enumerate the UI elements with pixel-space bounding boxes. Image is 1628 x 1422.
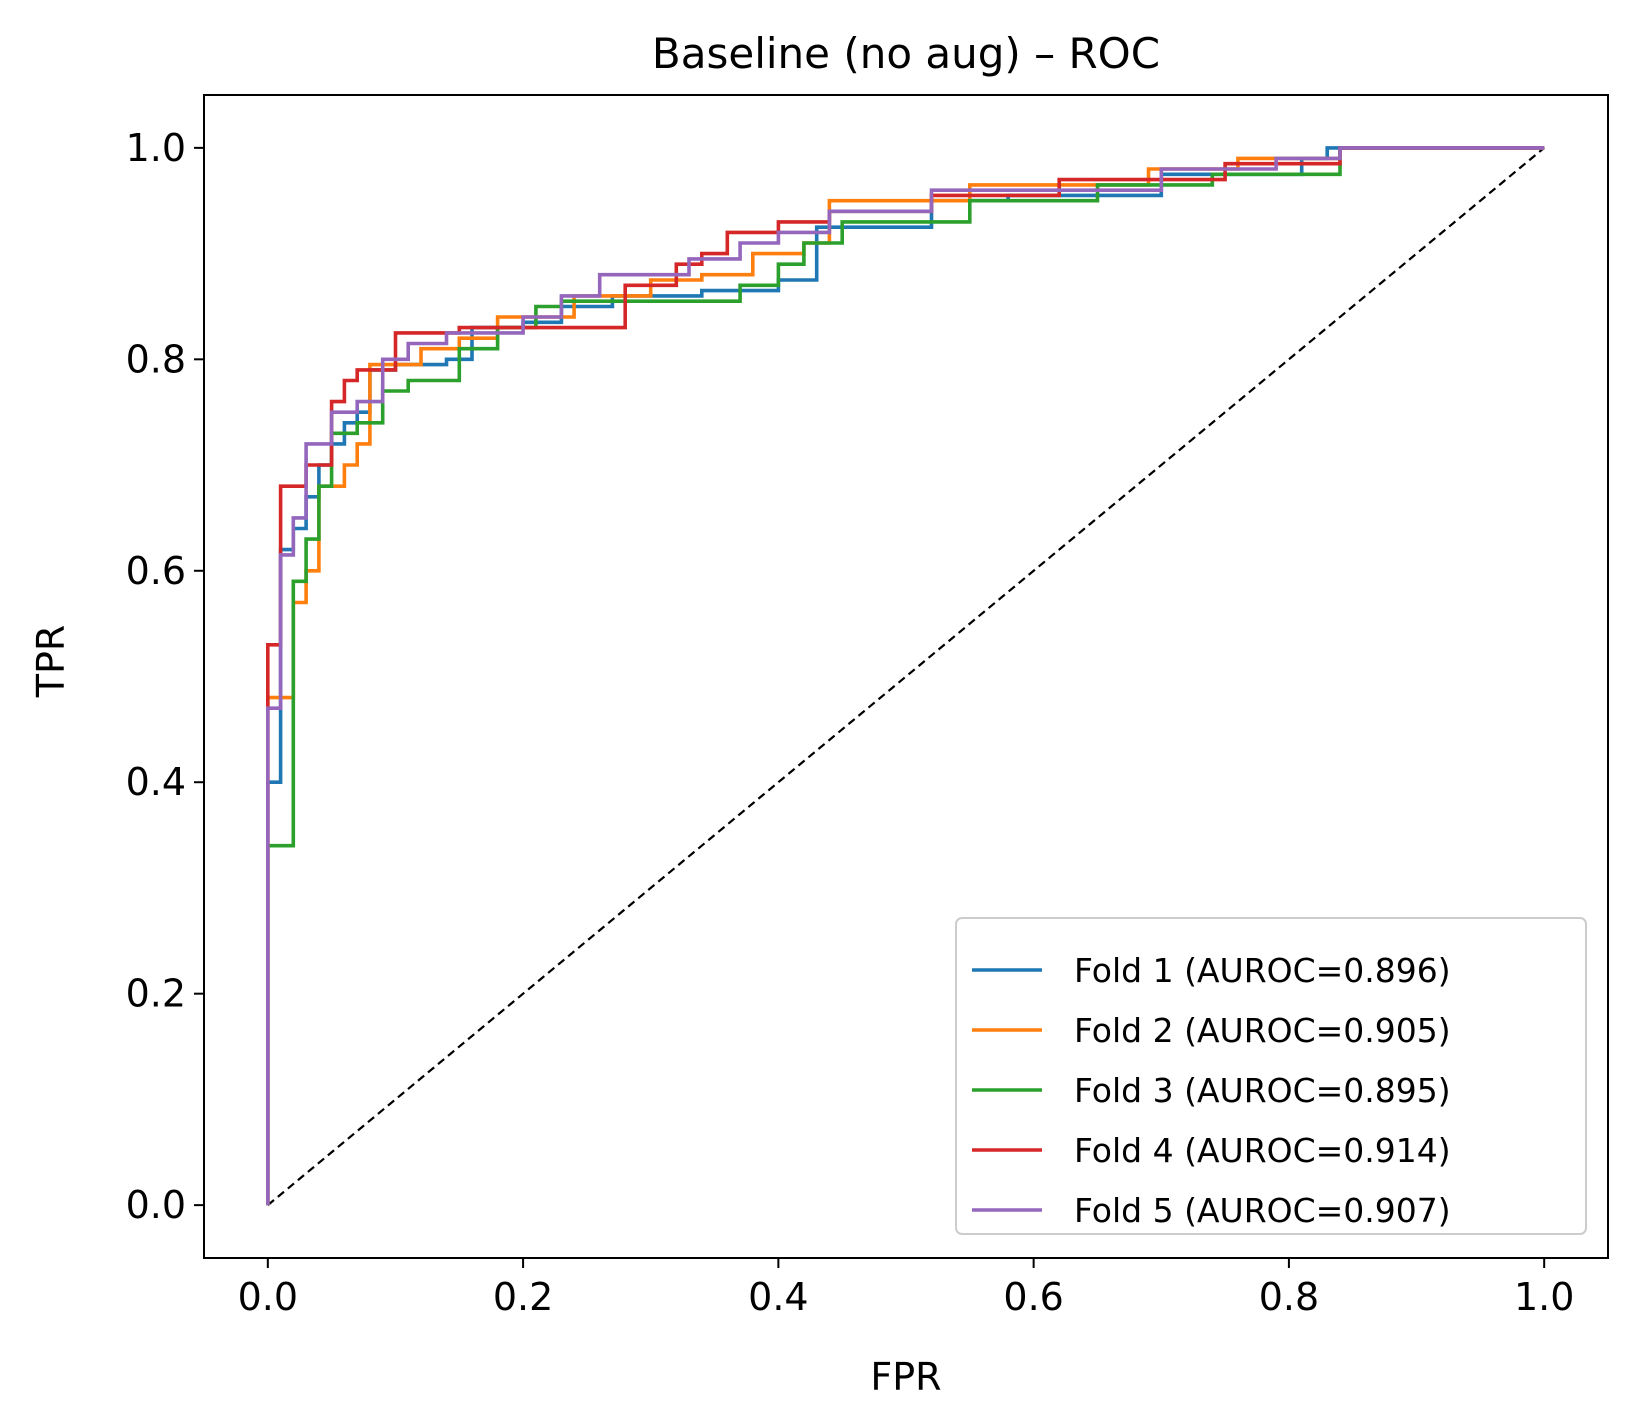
legend-label-fold-3: Fold 3 (AUROC=0.895): [1074, 1071, 1451, 1110]
x-tick-label: 0.4: [748, 1275, 808, 1319]
series-line-fold-4: [265, 146, 1545, 1206]
legend-label-fold-1: Fold 1 (AUROC=0.896): [1074, 951, 1451, 990]
axes-frame: [203, 94, 1609, 1259]
x-axis-title: FPR: [870, 1355, 941, 1399]
legend-label-fold-4: Fold 4 (AUROC=0.914): [1074, 1131, 1451, 1170]
series-line-fold-5: [265, 146, 1545, 1206]
x-tick-label: 1.0: [1514, 1275, 1574, 1319]
y-axis-title: TPR: [29, 625, 73, 699]
x-tick-label: 0.2: [493, 1275, 553, 1319]
chart-title: Baseline (no aug) – ROC: [652, 29, 1160, 78]
x-tick-label: 0.8: [1259, 1275, 1319, 1319]
y-tick-label: 1.0: [126, 126, 186, 170]
x-tick-label: 0.0: [238, 1275, 298, 1319]
y-tick-label: 0.8: [126, 337, 186, 381]
y-tick-label: 0.0: [126, 1183, 186, 1227]
legend-label-fold-2: Fold 2 (AUROC=0.905): [1074, 1011, 1451, 1050]
plot-area: [203, 94, 1609, 1259]
x-axis-ticks: 0.0 0.2 0.4 0.6 0.8 1.0: [238, 1258, 1574, 1319]
legend-label-fold-5: Fold 5 (AUROC=0.907): [1074, 1191, 1451, 1230]
y-tick-label: 0.6: [126, 549, 186, 593]
legend-box: [955, 917, 1587, 1235]
legend: Fold 1 (AUROC=0.896) Fold 2 (AUROC=0.905)…: [955, 917, 1587, 1235]
y-axis-ticks: 0.0 0.2 0.4 0.6 0.8 1.0: [126, 126, 204, 1227]
x-tick-label: 0.6: [1003, 1275, 1063, 1319]
y-tick-label: 0.2: [126, 972, 186, 1016]
chance-diagonal-line: [267, 147, 1545, 1206]
y-tick-label: 0.4: [126, 760, 186, 804]
